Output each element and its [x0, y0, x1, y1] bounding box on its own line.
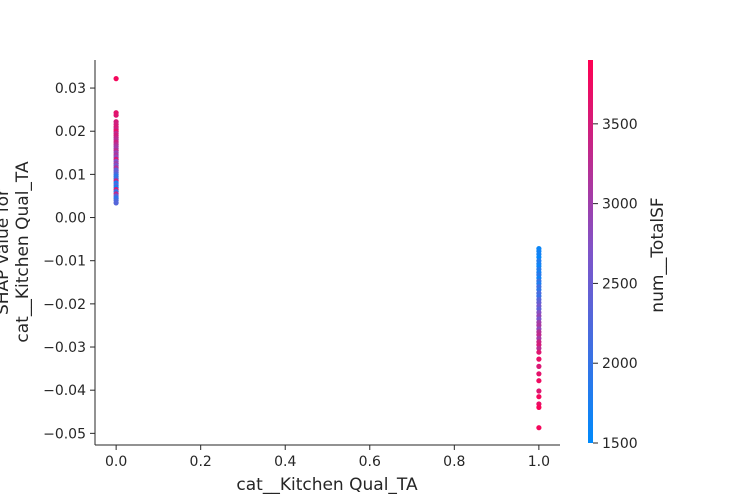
y-tick-label: 0.01: [55, 167, 86, 183]
colorbar-tick-label: 2000: [602, 356, 638, 372]
y-axis-title-line-2: cat__Kitchen Qual_TA: [13, 161, 33, 343]
colorbar-tick-label: 3000: [602, 197, 638, 213]
y-tick-label: −0.01: [43, 254, 86, 270]
x-axis-title: cat__Kitchen Qual_TA: [236, 475, 418, 495]
data-point: [536, 349, 542, 355]
x-axis-ticks: 0.0 0.2 0.4 0.6 0.8 1.0: [105, 445, 550, 470]
colorbar-title: num__TotalSF: [648, 197, 668, 312]
data-point: [113, 76, 119, 82]
colorbar-ticks: 1500 2000 2500 3000 3500: [593, 117, 638, 452]
data-point: [536, 356, 542, 362]
data-point: [536, 404, 542, 410]
data-point: [113, 112, 119, 118]
y-tick-label: 0.00: [55, 211, 86, 227]
data-point: [536, 378, 542, 384]
data-point: [536, 394, 542, 400]
y-tick-label: −0.02: [43, 297, 86, 313]
y-tick-label: −0.05: [43, 426, 86, 442]
y-tick-label: −0.03: [43, 340, 86, 356]
data-points: [113, 76, 542, 431]
y-tick-label: 0.03: [55, 81, 86, 97]
data-point: [536, 371, 542, 377]
y-axis-title-line-1: SHAP value for: [0, 189, 13, 315]
colorbar-tick-label: 2500: [602, 276, 638, 292]
x-tick-label: 0.2: [190, 454, 212, 470]
data-point: [536, 345, 542, 351]
x-tick-label: 0.0: [105, 454, 127, 470]
colorbar-tick-label: 1500: [602, 436, 638, 452]
x-tick-label: 0.6: [359, 454, 381, 470]
data-point: [536, 388, 542, 394]
y-tick-label: 0.02: [55, 124, 86, 140]
colorbar: [588, 60, 593, 443]
x-tick-label: 1.0: [528, 454, 550, 470]
x-tick-label: 0.8: [443, 454, 465, 470]
colorbar-tick-label: 3500: [602, 117, 638, 133]
data-point: [113, 200, 119, 206]
x-tick-label: 0.4: [274, 454, 296, 470]
y-axis-ticks: 0.03 0.02 0.01 0.00 −0.01 −0.02 −0.03 −0.04 −0.0…: [43, 81, 95, 442]
y-tick-label: −0.04: [43, 383, 86, 399]
data-point: [536, 425, 542, 431]
data-point: [536, 363, 542, 369]
